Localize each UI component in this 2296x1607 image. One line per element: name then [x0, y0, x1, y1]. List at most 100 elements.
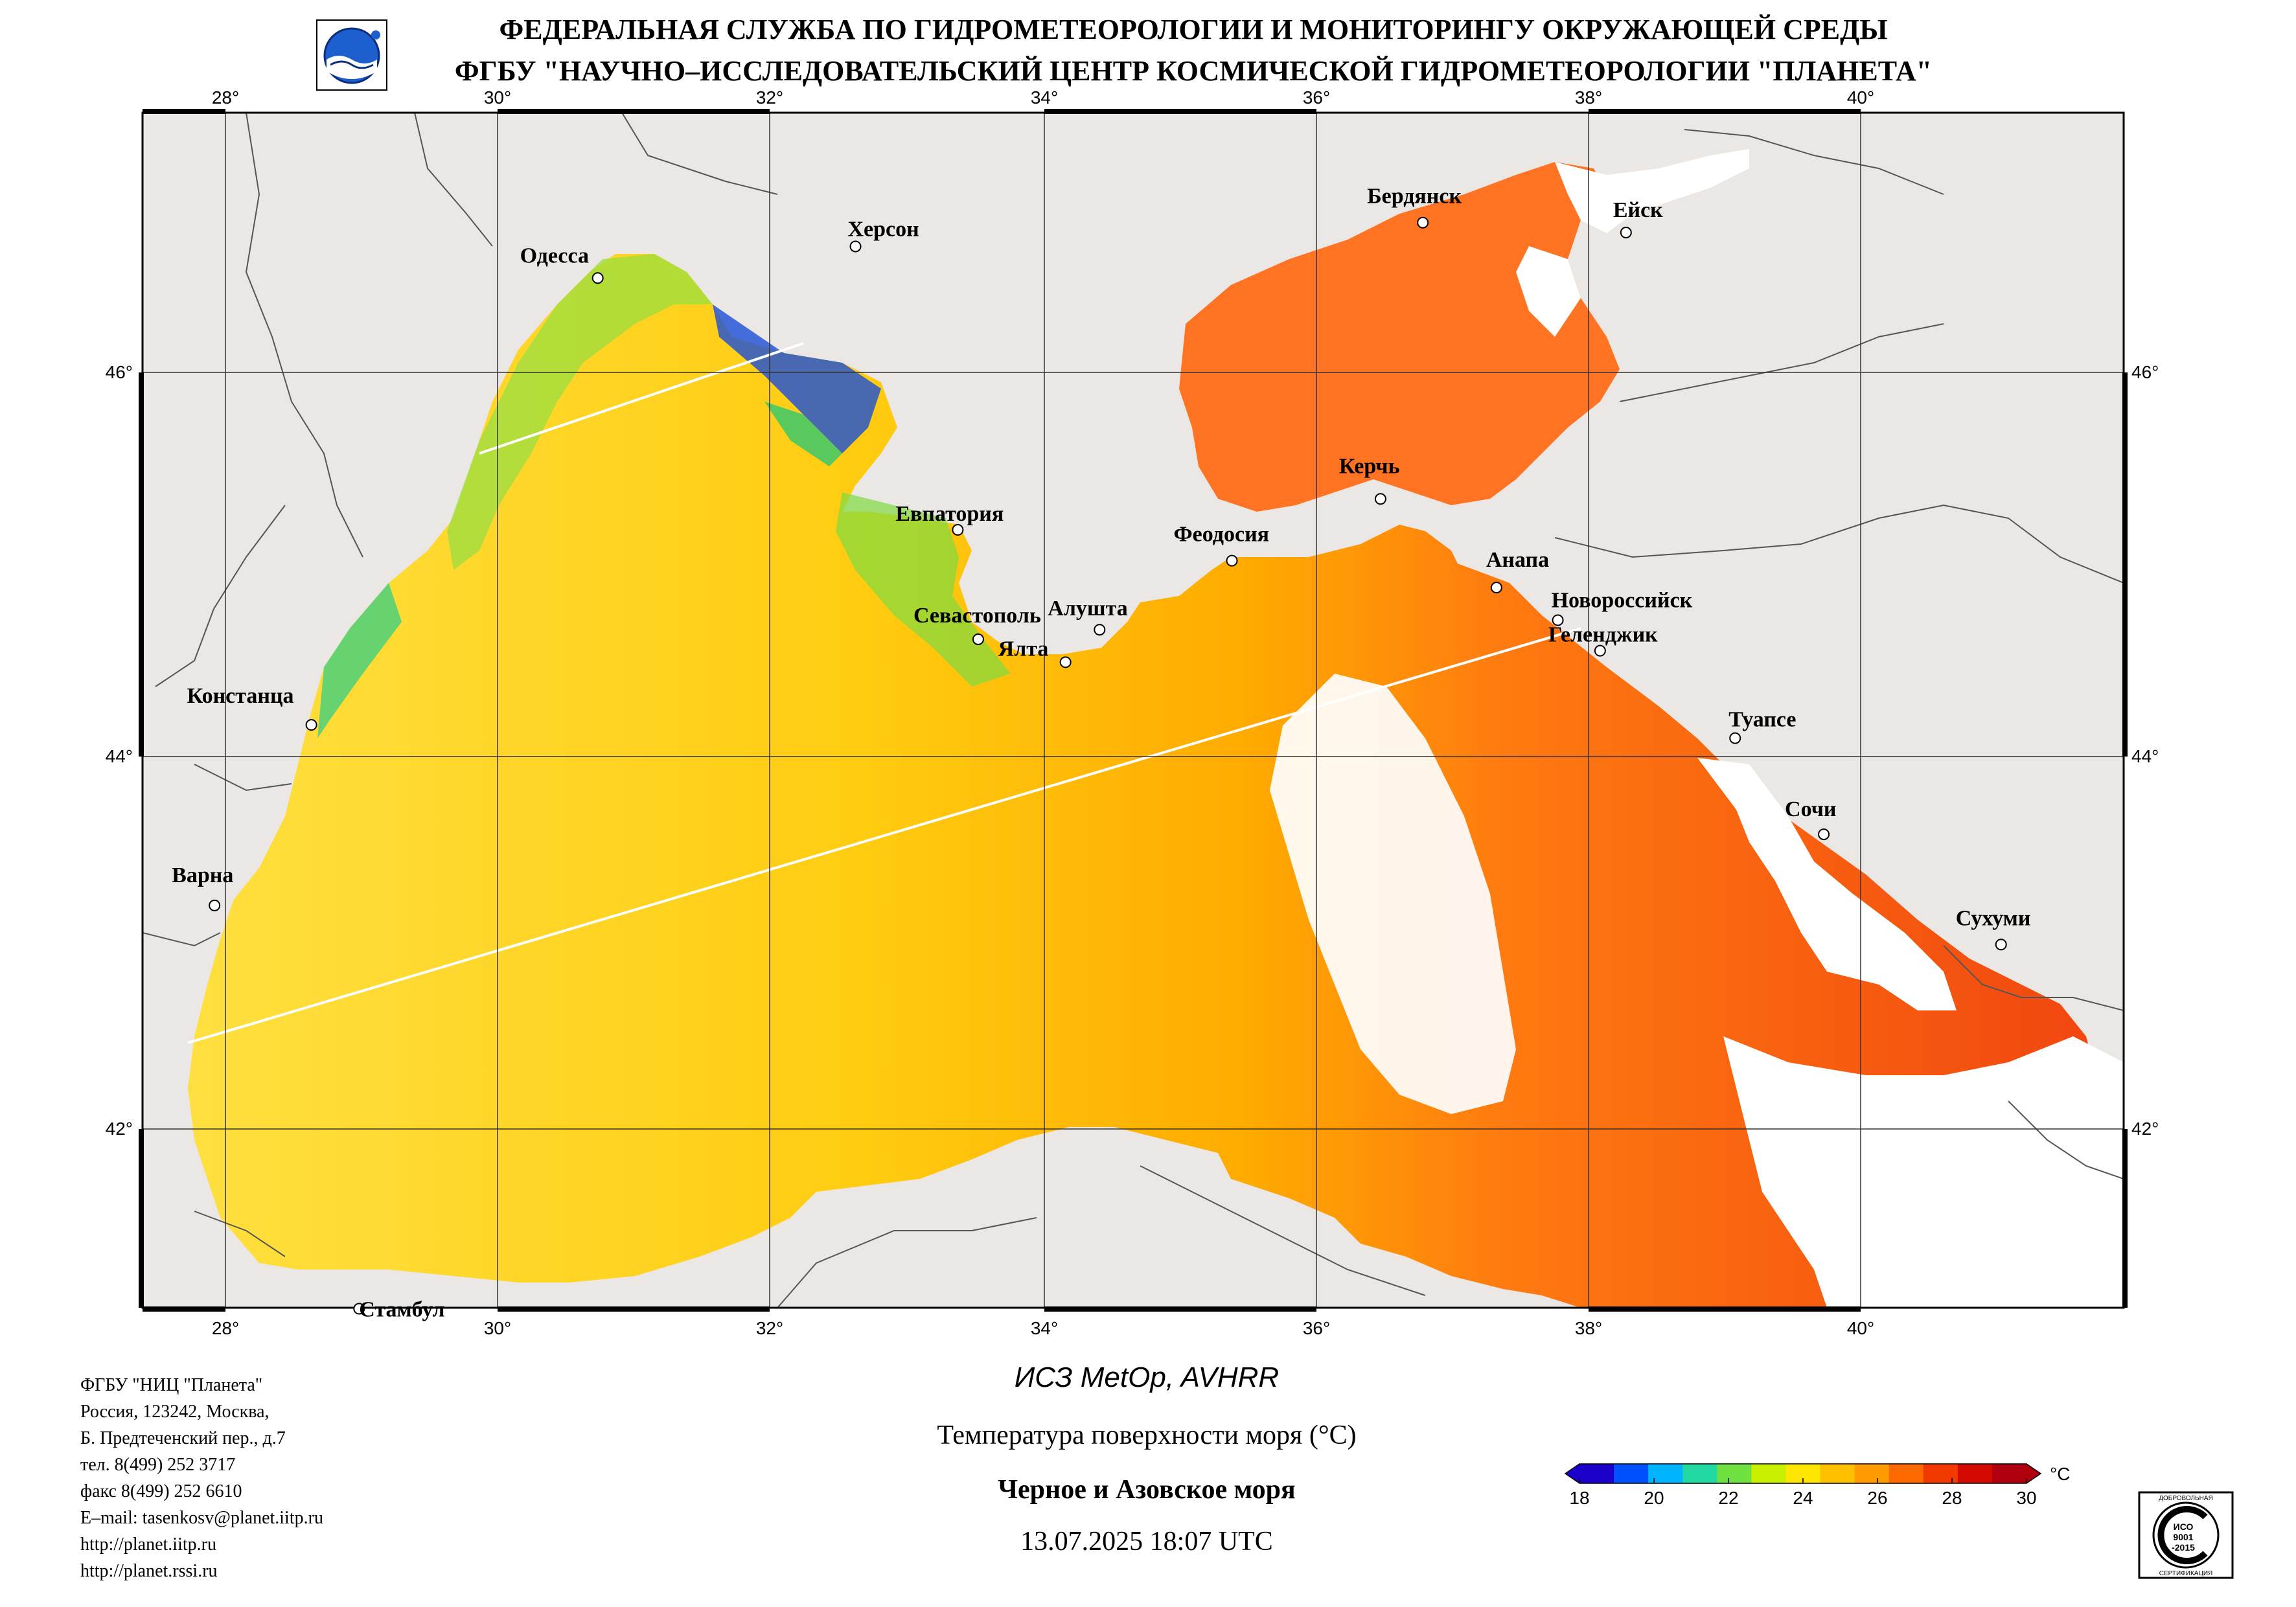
lon-tick-bottom-36: 36°	[1303, 1318, 1330, 1338]
colorbar-unit: °C	[2050, 1464, 2070, 1484]
iso-certificate-badge: ДОБРОВОЛЬНАЯ ИСО 9001 -2015 СЕРТИФИКАЦИЯ	[2138, 1491, 2234, 1579]
lon-tick-top-32: 32°	[756, 87, 783, 108]
satellite-label: ИСЗ MetOp, AVHRR	[1014, 1362, 1280, 1393]
cloud-center	[1270, 674, 1516, 1114]
city-dot	[1094, 624, 1106, 636]
lon-tick-top-36: 36°	[1303, 87, 1330, 108]
dnieper-cool	[713, 304, 881, 453]
colorbar-segment	[1888, 1464, 1924, 1483]
frame-border	[139, 109, 2128, 1312]
city-label: Ялта	[998, 637, 1049, 661]
city-dot	[1490, 582, 1502, 594]
swath-gap-line-2	[479, 342, 804, 455]
city-label: Бердянск	[1367, 185, 1462, 209]
colorbar: 18 20 22 24 26 28 30 °C	[1564, 1463, 2070, 1508]
info-line-fax: факс 8(499) 252 6610	[80, 1481, 242, 1501]
lon-tick-top-38: 38°	[1575, 87, 1602, 108]
black-sea	[188, 254, 2124, 1308]
city-label: Херсон	[848, 217, 919, 241]
lon-tick-top-28: 28°	[212, 87, 239, 108]
city-label: Геленджик	[1548, 623, 1658, 647]
city-dot	[305, 719, 317, 731]
city-dot	[972, 633, 984, 645]
graticule	[143, 113, 2124, 1308]
info-line-address: Б. Предтеченский пер., д.7	[80, 1428, 286, 1448]
city-label: Одесса	[520, 244, 589, 268]
header-center: ФГБУ "НАУЧНО–ИССЛЕДОВАТЕЛЬСКИЙ ЦЕНТР КОС…	[454, 55, 1933, 87]
colorbar-tick-label: 18	[1569, 1488, 1589, 1508]
cert-bottom-text: СЕРТИФИКАЦИЯ	[2159, 1570, 2213, 1577]
colorbar-segment	[1614, 1464, 1649, 1483]
lat-tick-right-42: 42°	[2131, 1119, 2159, 1139]
cert-mid3: -2015	[2172, 1542, 2195, 1553]
city-label: Новороссийск	[1552, 588, 1693, 612]
city-label: Сочи	[1785, 797, 1836, 821]
info-line-org: ФГБУ "НИЦ "Планета"	[80, 1375, 263, 1395]
crimea-west-cool	[836, 492, 1011, 687]
lon-tick-top-40: 40°	[1847, 87, 1874, 108]
cert-mid2: 9001	[2173, 1532, 2193, 1542]
romania-coast-cool	[317, 583, 402, 738]
colorbar-tick-label: 20	[1644, 1488, 1664, 1508]
city-dot	[849, 240, 862, 253]
colorbar-segment	[1682, 1464, 1718, 1483]
city-label: Ейск	[1613, 198, 1663, 222]
city-label: Евпатория	[895, 502, 1004, 526]
cloud-southeast	[1723, 1036, 2124, 1308]
colorbar-segment	[1579, 1464, 1615, 1483]
colorbar-max-arrow	[2026, 1464, 2041, 1483]
city-label: Туапсе	[1728, 708, 1796, 732]
lon-tick-bottom-28: 28°	[212, 1318, 239, 1338]
lon-tick-top-34: 34°	[1031, 87, 1058, 108]
city-dot	[1594, 644, 1606, 657]
nw-shelf-cool	[447, 254, 713, 570]
parameter-label: Температура поверхности моря (°C)	[937, 1420, 1357, 1450]
city-label: Варна	[172, 863, 233, 887]
city-dot	[1620, 227, 1632, 239]
colorbar-tick-label: 24	[1793, 1488, 1813, 1508]
header-agency: ФЕДЕРАЛЬНАЯ СЛУЖБА ПО ГИДРОМЕТЕОРОЛОГИИ …	[499, 14, 1888, 45]
city-dot	[1818, 828, 1830, 841]
colorbar-tick-label: 26	[1867, 1488, 1887, 1508]
city-label: Анапа	[1486, 548, 1549, 572]
city-markers: Одесса Херсон Бердянск Ейск Евпатория Керчь Фе…	[172, 185, 2030, 1322]
info-link-rssi[interactable]: http://planet.rssi.ru	[80, 1561, 218, 1581]
city-label: Констанца	[187, 684, 294, 708]
lon-tick-bottom-38: 38°	[1575, 1318, 1602, 1338]
city-dot	[591, 272, 604, 284]
city-dot	[1729, 732, 1741, 744]
lon-tick-bottom-40: 40°	[1847, 1318, 1874, 1338]
city-dot	[1552, 614, 1564, 626]
cloud-azov-east	[1516, 246, 1581, 337]
colorbar-segment	[1717, 1464, 1752, 1483]
city-dot	[353, 1303, 365, 1315]
lat-tick-right-46: 46°	[2131, 362, 2159, 382]
lat-tick-right-44: 44°	[2131, 746, 2159, 766]
lon-tick-bottom-30: 30°	[484, 1318, 511, 1338]
region-label: Черное и Азовское моря	[998, 1475, 1296, 1505]
lon-tick-bottom-32: 32°	[756, 1318, 783, 1338]
azov-sea	[1179, 162, 1620, 512]
cloud-east	[1697, 758, 1957, 1010]
cert-mid1: ИСО	[2174, 1522, 2194, 1532]
swath-gap-line-1	[187, 627, 1581, 1044]
city-label: Керчь	[1339, 454, 1400, 478]
colorbar-tick-label: 22	[1718, 1488, 1738, 1508]
cloud-north-azov	[1555, 149, 1749, 233]
colorbar-min-arrow	[1565, 1464, 1579, 1483]
city-dot	[1417, 216, 1429, 229]
colorbar-segment	[1923, 1464, 1958, 1483]
lat-tick-left-44: 44°	[106, 746, 133, 766]
colorbar-segment	[1820, 1464, 1855, 1483]
info-link-iitp[interactable]: http://planet.iitp.ru	[80, 1534, 216, 1555]
city-dot	[1995, 939, 2007, 951]
colorbar-tick-label: 30	[2016, 1488, 2036, 1508]
colorbar-segment	[1854, 1464, 1890, 1483]
dnieper-edge	[764, 402, 842, 466]
city-label: Алушта	[1048, 597, 1127, 621]
cert-top-text: ДОБРОВОЛЬНАЯ	[2159, 1495, 2213, 1502]
colorbar-segment	[1992, 1464, 2027, 1483]
city-label: Севастополь	[913, 604, 1041, 628]
city-dot	[1059, 656, 1072, 668]
